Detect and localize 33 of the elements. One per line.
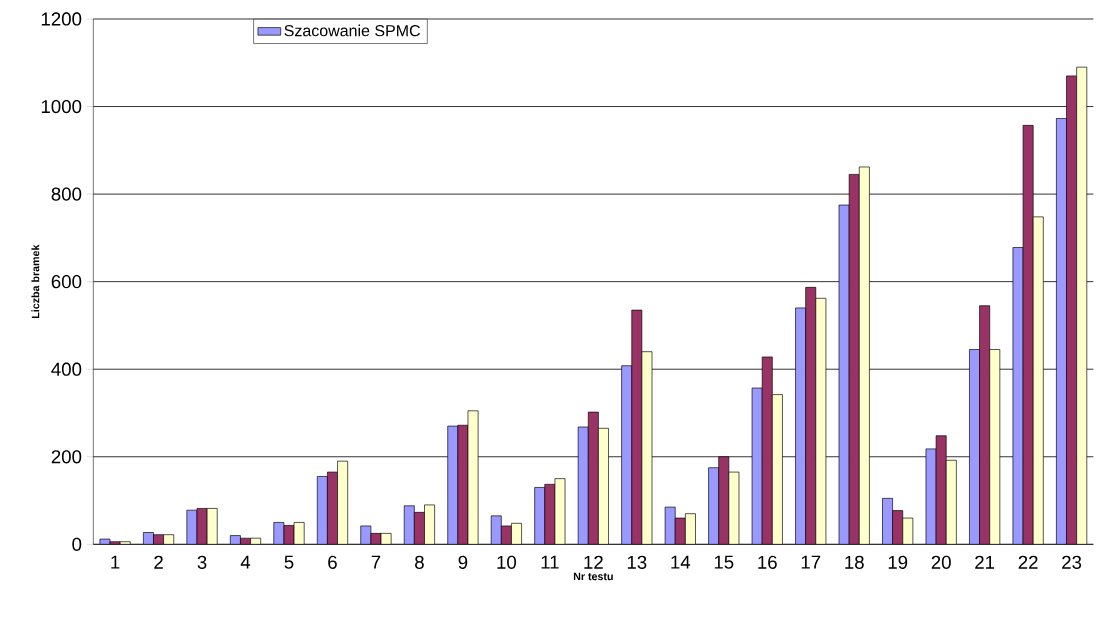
x-tick-label: 1 xyxy=(111,555,120,569)
y-tick-label: 1200 xyxy=(41,12,82,26)
x-tick-label: 3 xyxy=(197,555,207,569)
x-tick-label: 13 xyxy=(627,555,647,569)
x-tick-label: 23 xyxy=(1062,555,1082,569)
y-tick-label: 0 xyxy=(72,537,82,551)
x-tick-label: 10 xyxy=(497,555,517,569)
y-tick-label: 400 xyxy=(51,362,82,376)
x-tick-label: 19 xyxy=(888,555,908,569)
x-axis-title: Nr testu xyxy=(573,572,613,581)
y-axis-title: Liczba bramek xyxy=(31,244,40,318)
x-tick-label: 18 xyxy=(845,555,864,569)
x-tick-label: 22 xyxy=(1018,555,1038,569)
x-tick-label: 6 xyxy=(328,555,337,569)
legend-label: Szacowanie SPMC xyxy=(284,24,420,37)
x-tick-label: 15 xyxy=(714,555,734,569)
x-tick-label: 12 xyxy=(584,555,603,569)
x-tick-label: 14 xyxy=(671,555,691,569)
x-tick-label: 11 xyxy=(541,555,559,569)
x-tick-label: 9 xyxy=(458,555,468,569)
x-tick-label: 17 xyxy=(801,555,821,569)
x-tick-label: 5 xyxy=(284,555,294,569)
x-tick-label: 20 xyxy=(931,555,951,569)
x-tick-label: 4 xyxy=(240,555,251,569)
x-tick-label: 8 xyxy=(415,555,424,569)
y-tick-label: 800 xyxy=(51,187,82,201)
x-tick-label: 16 xyxy=(758,555,777,569)
x-tick-label: 21 xyxy=(975,555,995,569)
x-tick-label: 7 xyxy=(371,555,381,569)
y-tick-label: 1000 xyxy=(41,99,82,114)
y-tick-label: 600 xyxy=(51,275,82,289)
y-tick-label: 200 xyxy=(51,450,82,464)
x-tick-label: 2 xyxy=(154,555,163,569)
